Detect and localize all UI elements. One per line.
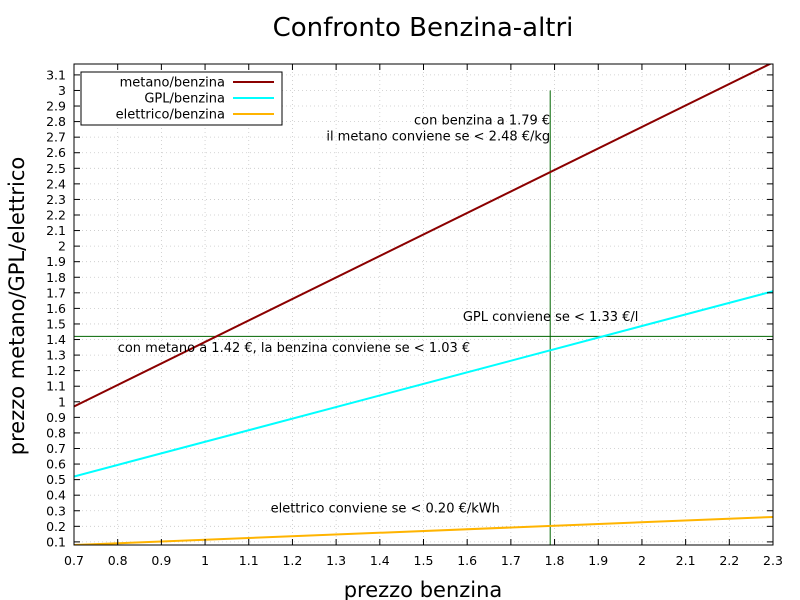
x-axis-label: prezzo benzina xyxy=(344,578,503,600)
y-tick-label: 2.3 xyxy=(46,192,66,207)
annotation-text: il metano conviene se < 2.48 €/kg xyxy=(326,129,550,144)
annotation-text: GPL conviene se < 1.33 €/l xyxy=(463,310,639,325)
annotation-text: con benzina a 1.79 € xyxy=(414,114,550,129)
y-tick-label: 0.2 xyxy=(46,519,66,534)
y-tick-label: 0.7 xyxy=(46,441,66,456)
y-tick-label: 2.6 xyxy=(46,145,66,160)
x-tick-label: 2.3 xyxy=(763,553,783,568)
x-tick-label: 1.8 xyxy=(545,553,565,568)
x-tick-label: 1.5 xyxy=(414,553,434,568)
series-line-0 xyxy=(74,64,773,408)
y-tick-label: 0.4 xyxy=(46,488,66,503)
y-tick-label: 1.6 xyxy=(46,301,66,316)
y-tick-label: 1.2 xyxy=(46,363,66,378)
chart-title: Confronto Benzina-altri xyxy=(273,13,574,43)
annotations: con benzina a 1.79 €il metano conviene s… xyxy=(118,114,639,517)
x-tick-label: 1.9 xyxy=(588,553,608,568)
y-tick-label: 1.8 xyxy=(46,270,66,285)
y-tick-label: 1.9 xyxy=(46,254,66,269)
annotation-text: elettrico conviene se < 0.20 €/kWh xyxy=(271,501,500,516)
legend: metano/benzinaGPL/benzinaelettrico/benzi… xyxy=(80,71,283,126)
y-tick-label: 0.5 xyxy=(46,472,66,487)
y-tick-label: 1.1 xyxy=(46,379,66,394)
x-tick-label: 1 xyxy=(201,553,209,568)
reference-lines xyxy=(74,90,773,545)
y-tick-label: 2.2 xyxy=(46,207,66,222)
y-tick-label: 1.5 xyxy=(46,316,66,331)
y-tick-label: 2 xyxy=(58,239,66,254)
y-tick-label: 1 xyxy=(58,394,66,409)
y-tick-label: 0.8 xyxy=(46,425,66,440)
series-line-2 xyxy=(74,515,773,545)
y-tick-label: 1.7 xyxy=(46,285,66,300)
x-tick-label: 2.2 xyxy=(719,553,739,568)
y-tick-label: 3 xyxy=(58,83,66,98)
legend-label: GPL/benzina xyxy=(144,92,225,107)
annotation-text: con metano a 1.42 €, la benzina conviene… xyxy=(118,341,471,356)
x-tick-label: 2.1 xyxy=(676,553,696,568)
x-tick-label: 1.3 xyxy=(326,553,346,568)
x-tick-label: 0.9 xyxy=(151,553,171,568)
axis-ticks: 0.7 0.8 0.9 1 1.1 1.2 1.3 1.4 1.5 1.6 1.7 1.8 1.9 2 2.… xyxy=(46,64,783,568)
x-tick-label: 1.7 xyxy=(501,553,521,568)
y-tick-label: 2.5 xyxy=(46,161,66,176)
y-tick-label: 2.4 xyxy=(46,176,66,191)
legend-label: elettrico/benzina xyxy=(116,108,225,123)
y-axis-label: prezzo metano/GPL/elettrico xyxy=(5,157,29,455)
x-tick-label: 0.7 xyxy=(64,553,84,568)
y-tick-label: 2.8 xyxy=(46,114,66,129)
y-tick-label: 1.4 xyxy=(46,332,66,347)
y-tick-label: 1.3 xyxy=(46,348,66,363)
x-tick-label: 1.1 xyxy=(239,553,259,568)
series-lines xyxy=(74,64,773,545)
x-tick-label: 1.2 xyxy=(282,553,302,568)
x-tick-label: 0.8 xyxy=(108,553,128,568)
y-tick-label: 2.1 xyxy=(46,223,66,238)
y-tick-label: 2.9 xyxy=(46,99,66,114)
x-tick-label: 1.6 xyxy=(457,553,477,568)
y-tick-label: 2.7 xyxy=(46,130,66,145)
series-line-1 xyxy=(74,290,773,478)
y-tick-label: 0.1 xyxy=(46,534,66,549)
legend-label: metano/benzina xyxy=(120,76,225,91)
y-tick-label: 0.3 xyxy=(46,503,66,518)
y-tick-label: 0.9 xyxy=(46,410,66,425)
y-tick-label: 3.1 xyxy=(46,67,66,82)
y-tick-label: 0.6 xyxy=(46,457,66,472)
x-tick-label: 2 xyxy=(638,553,646,568)
x-tick-label: 1.4 xyxy=(370,553,390,568)
